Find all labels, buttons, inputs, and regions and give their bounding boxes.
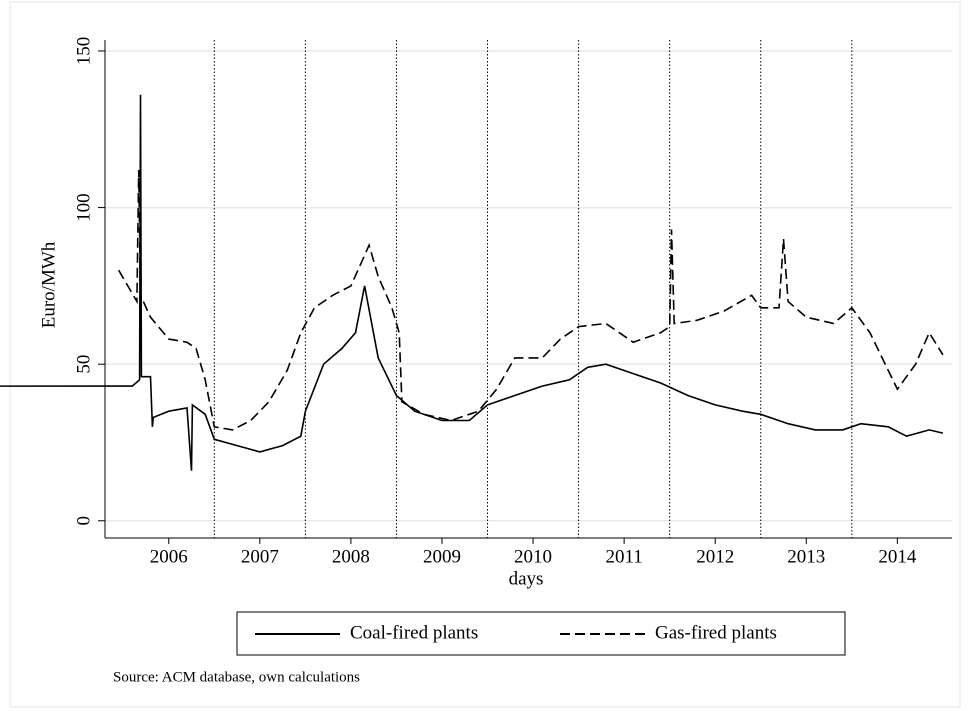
x-tick-label: 2014 [878, 546, 917, 567]
source-note: Source: ACM database, own calculations [113, 669, 360, 685]
y-tick-label: 100 [73, 193, 94, 222]
series-line [0, 94, 944, 471]
x-tick-label: 2008 [332, 546, 370, 567]
y-tick-label: 0 [73, 516, 94, 526]
x-tick-label: 2009 [423, 546, 461, 567]
x-tick-label: 2006 [150, 546, 188, 567]
x-tick-label: 2013 [787, 546, 825, 567]
y-tick-label: 50 [73, 355, 94, 374]
x-tick-label: 2012 [696, 546, 734, 567]
frame [9, 1, 961, 708]
x-tick-label: 2007 [241, 546, 279, 567]
legend-label: Coal-fired plants [350, 622, 478, 643]
x-axis-title: days [509, 568, 544, 589]
y-axis-title: Euro/MWh [38, 241, 59, 328]
y-tick-label: 150 [73, 37, 94, 66]
x-tick-label: 2011 [605, 546, 642, 567]
x-tick-label: 2010 [514, 546, 552, 567]
series-line [118, 169, 944, 431]
legend-label: Gas-fired plants [655, 622, 777, 643]
